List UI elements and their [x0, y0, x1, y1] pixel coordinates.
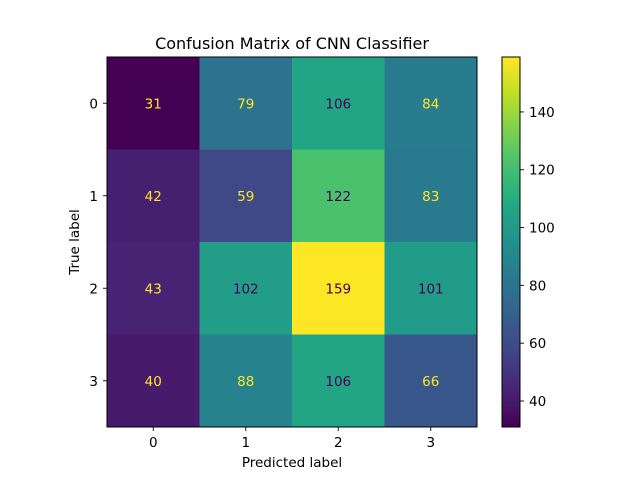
heatmap-cell-3-1 — [199, 334, 293, 428]
x-tick-label-1: 1 — [241, 435, 250, 451]
cell-value-1-0: 42 — [145, 189, 162, 205]
y-tick-label-3: 3 — [89, 374, 98, 390]
heatmap-cell-2-2 — [292, 242, 385, 335]
colorbar-tick-label-120: 120 — [529, 163, 555, 179]
cell-value-3-3: 66 — [422, 374, 439, 390]
cell-value-2-3: 101 — [418, 281, 444, 297]
chart-title: Confusion Matrix of CNN Classifier — [155, 34, 429, 53]
colorbar-tick-label-40: 40 — [529, 394, 546, 410]
cell-value-0-3: 84 — [422, 96, 439, 112]
heatmap-cells — [106, 56, 478, 428]
cell-value-labels: 31 79 106 84 42 59 122 83 43 102 159 101 40 88 106 66 — [145, 96, 444, 390]
heatmap-cell-0-2 — [292, 57, 385, 150]
heatmap-cell-2-0 — [107, 242, 200, 335]
colorbar-tick-label-100: 100 — [529, 221, 555, 237]
heatmap-cell-2-3 — [384, 242, 478, 335]
y-tick-label-1: 1 — [89, 189, 98, 205]
cell-value-3-1: 88 — [237, 374, 254, 390]
heatmap-cell-0-1 — [199, 57, 293, 150]
y-axis-label: True label — [67, 209, 83, 276]
colorbar-fill — [502, 57, 520, 427]
x-tick-label-2: 2 — [334, 435, 343, 451]
heatmap-cell-0-0 — [107, 57, 200, 150]
cell-value-1-1: 59 — [237, 189, 254, 205]
x-tick-label-0: 0 — [149, 435, 158, 451]
cell-value-0-1: 79 — [237, 96, 254, 112]
plot-frame — [106, 56, 478, 428]
y-tick-label-0: 0 — [89, 96, 98, 112]
heatmap-cell-0-3 — [384, 57, 478, 150]
y-axis: 0 1 2 3 — [89, 96, 107, 390]
cell-value-0-2: 106 — [325, 96, 351, 112]
colorbar-tick-label-140: 140 — [529, 105, 555, 121]
cell-value-1-2: 122 — [325, 189, 351, 205]
colorbar-tick-label-80: 80 — [529, 278, 546, 294]
y-tick-label-2: 2 — [89, 281, 98, 297]
heatmap-cell-1-0 — [107, 149, 200, 243]
cell-value-0-0: 31 — [145, 96, 162, 112]
heatmap-cell-3-0 — [107, 334, 200, 428]
colorbar: 40 60 80 100 120 140 — [501, 56, 555, 428]
cell-value-2-0: 43 — [145, 281, 162, 297]
heatmap-cell-1-2 — [292, 149, 385, 243]
x-axis: 0 1 2 3 — [149, 427, 435, 451]
cell-value-3-0: 40 — [145, 374, 162, 390]
x-tick-label-3: 3 — [426, 435, 435, 451]
cell-value-1-3: 83 — [422, 189, 439, 205]
heatmap-cell-1-1 — [199, 149, 293, 243]
cell-value-3-2: 106 — [325, 374, 351, 390]
heatmap-cell-2-1 — [199, 242, 293, 335]
cell-value-2-2: 159 — [325, 281, 351, 297]
colorbar-frame — [501, 56, 521, 428]
heatmap-cell-3-3 — [384, 334, 478, 428]
heatmap-cell-1-3 — [384, 149, 478, 243]
colorbar-tick-label-60: 60 — [529, 336, 546, 352]
x-axis-label: Predicted label — [242, 455, 342, 471]
heatmap-cell-3-2 — [292, 334, 385, 428]
cell-value-2-1: 102 — [233, 281, 259, 297]
